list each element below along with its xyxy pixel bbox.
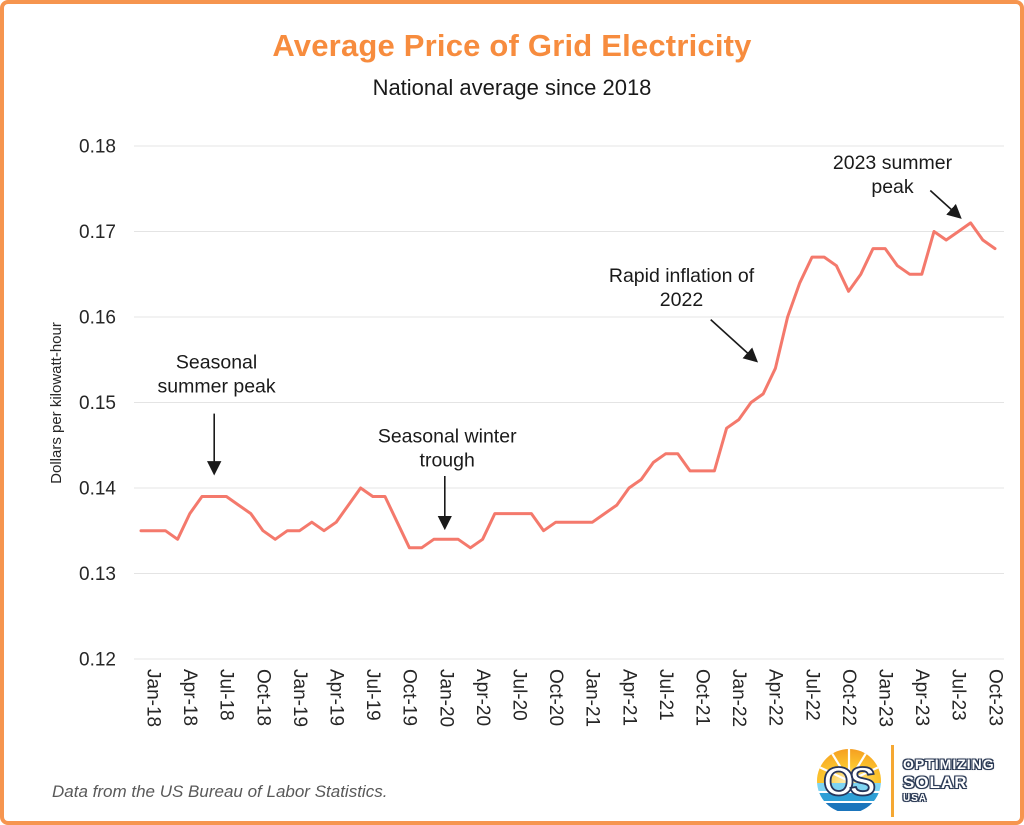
x-tick-label: Jul-23: [948, 669, 969, 721]
source-note: Data from the US Bureau of Labor Statist…: [52, 782, 388, 801]
x-axis-tick-labels: Jan-18 Apr-18 Jul-18 Oct-18 Jan-19 Apr-19 Jul-…: [143, 669, 1006, 727]
annotation-text: Seasonal winter trough: [378, 426, 517, 472]
logo-water-stripe: [817, 783, 881, 791]
x-tick-label: Oct-19: [399, 669, 420, 726]
logo-sun-water-icon: OS: [814, 749, 884, 818]
annotation-text: Seasonal summer peak: [158, 351, 276, 397]
x-tick-label: Oct-22: [838, 669, 859, 726]
y-tick-label: 0.13: [79, 564, 116, 585]
x-tick-label: Oct-20: [545, 669, 566, 726]
brand-name-line3: USA: [903, 793, 928, 805]
x-tick-label: Jul-22: [801, 669, 822, 721]
page-title: Average Price of Grid Electricity: [272, 28, 752, 63]
y-tick-label: 0.15: [79, 393, 116, 414]
x-tick-label: Apr-18: [179, 669, 200, 726]
x-tick-label: Oct-18: [252, 669, 273, 726]
y-axis-label: Dollars per kilowatt-hour: [48, 322, 65, 484]
y-axis-tick-labels: 0.12 0.13 0.14 0.15 0.16 0.17 0.18: [79, 137, 116, 671]
brand-text: OPTIMIZING SOLAR USA: [903, 757, 995, 804]
x-tick-label: Jan-20: [435, 669, 456, 727]
price-series-line: [139, 221, 997, 550]
x-tick-label: Apr-23: [911, 669, 932, 726]
x-tick-label: Apr-19: [326, 669, 347, 726]
annotation-arrow: [929, 189, 962, 219]
logo-water-stripe: [817, 803, 881, 811]
annotations: Seasonal summer peak Seasonal winter trough…: [158, 152, 962, 531]
x-tick-label: Jan-21: [582, 669, 603, 727]
series-polyline: [139, 221, 997, 550]
brand-name-line2: SOLAR: [903, 773, 968, 793]
x-tick-label: Apr-22: [765, 669, 786, 726]
y-tick-label: 0.14: [79, 479, 116, 500]
logo-sun-rays: [817, 749, 881, 782]
y-tick-label: 0.17: [79, 222, 116, 243]
logo-monogram: OS: [823, 760, 875, 804]
gridlines: [134, 145, 1004, 660]
y-tick-label: 0.18: [79, 137, 116, 158]
brand-logo: OS OPTIMIZING SOLAR USA: [814, 744, 995, 818]
x-tick-label: Oct-21: [692, 669, 713, 726]
y-tick-label: 0.16: [79, 308, 116, 329]
y-axis-title: Dollars per kilowatt-hour: [48, 322, 65, 484]
x-tick-label: Jan-18: [143, 669, 164, 727]
x-tick-label: Apr-20: [472, 669, 493, 726]
annotation-text: Rapid inflation of 2022: [609, 265, 755, 311]
x-tick-label: Jul-21: [655, 669, 676, 721]
x-tick-label: Jul-20: [509, 669, 530, 721]
x-tick-label: Jan-23: [875, 669, 896, 727]
logo-water-stripe: [814, 813, 884, 818]
x-tick-label: Apr-21: [618, 669, 639, 726]
x-tick-label: Jan-22: [728, 669, 749, 727]
logo-water-stripe: [817, 793, 881, 801]
x-tick-label: Jul-19: [362, 669, 383, 721]
annotation-arrow: [710, 319, 759, 363]
x-tick-label: Oct-23: [984, 669, 1005, 726]
x-tick-label: Jul-18: [216, 669, 237, 721]
annotation-text: 2023 summer peak: [833, 152, 953, 198]
logo-divider: [891, 745, 894, 817]
y-tick-label: 0.12: [79, 650, 116, 671]
price-line-chart: 0.12 0.13 0.14 0.15 0.16 0.17 0.18 Jan-18 Apr-1…: [48, 137, 1006, 728]
page-subtitle: National average since 2018: [372, 75, 652, 100]
x-tick-label: Jan-19: [289, 669, 310, 727]
brand-name-line1: OPTIMIZING: [903, 756, 995, 773]
